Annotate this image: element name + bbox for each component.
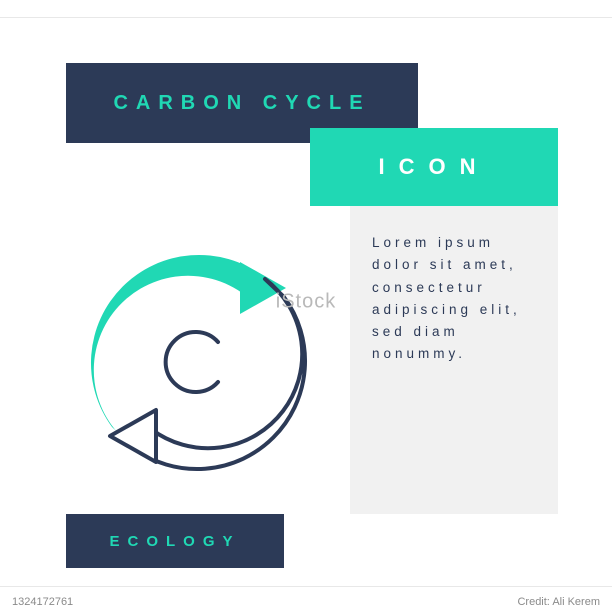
cycle-arrowhead-bottom-icon — [110, 410, 156, 462]
title-text: CARBON CYCLE — [113, 92, 370, 115]
card-canvas: CARBON CYCLE ICON Lorem ipsum dolor sit … — [0, 17, 612, 587]
subtitle-bar: ICON — [310, 128, 558, 206]
carbon-cycle-icon — [68, 232, 328, 492]
image-id: 1324172761 — [12, 596, 73, 608]
credit-text: Credit: Ali Kerem — [517, 596, 600, 608]
footer-text: ECOLOGY — [109, 533, 240, 550]
subtitle-text: ICON — [379, 154, 490, 180]
watermark-text: iStock — [0, 291, 612, 314]
center-c-icon — [166, 332, 218, 392]
body-panel: Lorem ipsum dolor sit amet, consectetur … — [350, 206, 558, 514]
cycle-arc-solid-icon — [91, 255, 263, 445]
footer-bar: ECOLOGY — [66, 514, 284, 568]
